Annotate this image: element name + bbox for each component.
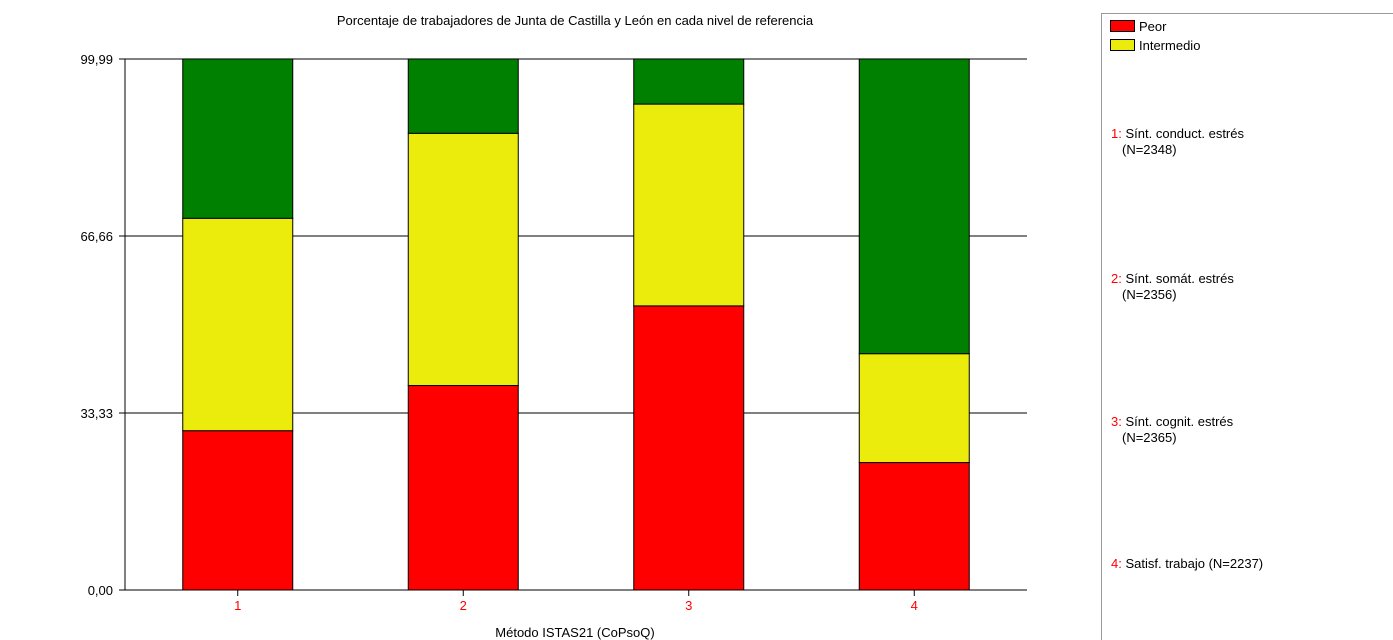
legend-entry-peor: Peor <box>1110 18 1166 34</box>
x-tick-label: 2 <box>460 598 467 613</box>
category-key-number: 2 <box>1111 271 1119 286</box>
bar-segment-intermedio-1 <box>182 217 294 432</box>
category-key-name: Sínt. somát. estrés <box>1125 271 1234 286</box>
legend-label-peor: Peor <box>1139 18 1167 34</box>
x-tick-label: 1 <box>234 598 241 613</box>
bar-segment-peor-1 <box>182 430 294 591</box>
bar-segment-intermedio-4 <box>858 353 970 464</box>
legend-entry-intermedio: Intermedio <box>1110 37 1200 53</box>
x-tick-label: 3 <box>685 598 692 613</box>
chart: Porcentaje de trabajadores de Junta de C… <box>80 13 1027 640</box>
bar-segment-intermedio-2 <box>407 132 519 387</box>
category-key: 1: Sínt. conduct. estrés (N=2348) 2: Sín… <box>1101 63 1393 640</box>
category-key-number: 4 <box>1111 556 1119 571</box>
legend-swatch-intermedio <box>1110 39 1135 51</box>
x-axis-label: Método ISTAS21 (CoPsoQ) <box>495 625 654 640</box>
category-key-item-2: 2: Sínt. somát. estrés (N=2356) <box>1111 271 1234 302</box>
category-key-item-4: 4: Satisf. trabajo (N=2237) <box>1111 556 1264 571</box>
y-tick-labels: 0,00 33,33 66,66 99,99 <box>80 52 113 598</box>
bar-segment-series-3-4 <box>858 58 970 355</box>
bar-segment-series-3-3 <box>633 58 745 105</box>
axes <box>124 59 1027 591</box>
bar-segment-peor-4 <box>858 462 970 591</box>
bars <box>182 58 970 591</box>
bar-segment-peor-3 <box>633 305 745 591</box>
bar-segment-series-3-2 <box>407 58 519 134</box>
y-tick-label: 0,00 <box>88 583 113 598</box>
x-tick-labels: 1 2 3 4 <box>234 590 918 613</box>
chart-title: Porcentaje de trabajadores de Junta de C… <box>337 13 814 28</box>
category-key-count: (N=2365) <box>1122 430 1177 445</box>
x-tick-label: 4 <box>911 598 918 613</box>
legend: Peor Intermedio <box>1101 13 1393 65</box>
category-key-count: (N=2356) <box>1122 287 1177 302</box>
legend-label-intermedio: Intermedio <box>1139 37 1201 53</box>
category-key-count: (N=2348) <box>1122 142 1177 157</box>
category-key-name: Sínt. cognit. estrés <box>1125 414 1234 429</box>
category-key-name: Satisf. trabajo (N=2237) <box>1125 556 1264 571</box>
bar-segment-peor-2 <box>407 385 519 591</box>
y-tick-label: 99,99 <box>80 52 113 67</box>
legend-swatch-peor <box>1110 20 1135 32</box>
bar-segment-intermedio-3 <box>633 103 745 307</box>
category-key-item-1: 1: Sínt. conduct. estrés (N=2348) <box>1111 126 1244 157</box>
y-tick-label: 33,33 <box>80 406 113 421</box>
category-key-number: 1 <box>1111 126 1119 141</box>
y-tick-label: 66,66 <box>80 229 113 244</box>
category-key-name: Sínt. conduct. estrés <box>1125 126 1244 141</box>
bar-segment-series-3-1 <box>182 58 294 219</box>
category-key-number: 3 <box>1111 414 1119 429</box>
category-key-item-3: 3: Sínt. cognit. estrés (N=2365) <box>1111 414 1234 445</box>
